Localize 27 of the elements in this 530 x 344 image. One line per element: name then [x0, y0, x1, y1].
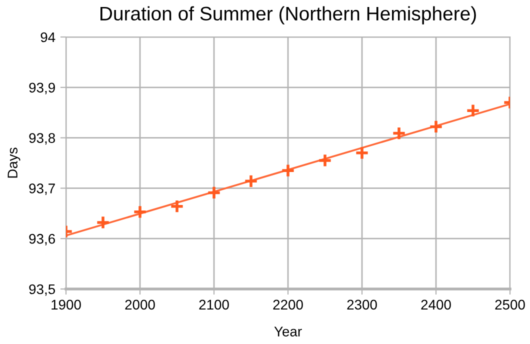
- x-tick-label: 2000: [125, 300, 155, 310]
- point: [466, 103, 480, 118]
- point: [170, 199, 184, 214]
- chart-title: Duration of Summer (Northern Hemisphere): [100, 6, 476, 24]
- y-tick-label: 93,8: [29, 133, 55, 145]
- point: [354, 146, 370, 160]
- y-axis-title: Days: [8, 148, 20, 178]
- point: [244, 174, 258, 188]
- point: [206, 186, 222, 200]
- y-tick-label: 93,7: [29, 184, 55, 196]
- x-axis-title: Year: [274, 326, 302, 336]
- point: [428, 120, 444, 134]
- y-tick-label: 93,5: [29, 284, 56, 296]
- point: [392, 126, 406, 140]
- y-tick-label: 93,6: [29, 234, 55, 246]
- point: [280, 163, 296, 178]
- point: [132, 204, 148, 220]
- x-tick-label: 2500: [495, 300, 525, 310]
- x-tick-label: 2200: [273, 300, 303, 310]
- x-tick-label: 2300: [347, 300, 377, 310]
- x-tick-label: 1900: [52, 300, 81, 310]
- point: [96, 215, 110, 230]
- x-tick-label: 2400: [421, 300, 451, 310]
- point: [318, 153, 332, 168]
- y-tick-label: 93,9: [29, 82, 55, 94]
- x-tick-label: 2100: [199, 300, 229, 310]
- y-tick-label: 94: [40, 32, 56, 42]
